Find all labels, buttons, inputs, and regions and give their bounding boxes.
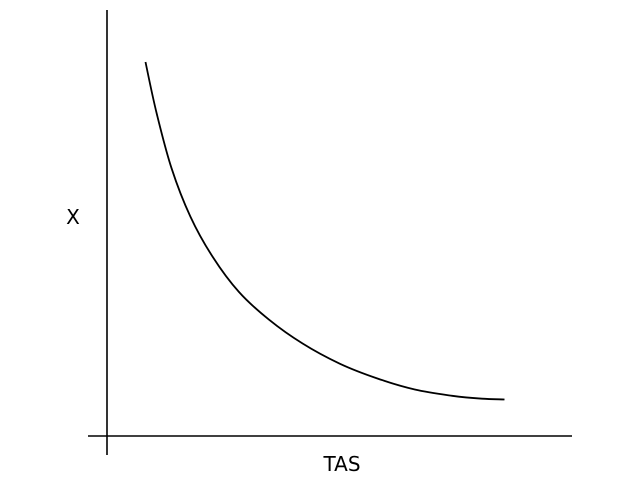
x-axis-label: TAS [322,452,360,476]
y-axis-label: X [66,205,80,229]
series-line [144,61,505,401]
